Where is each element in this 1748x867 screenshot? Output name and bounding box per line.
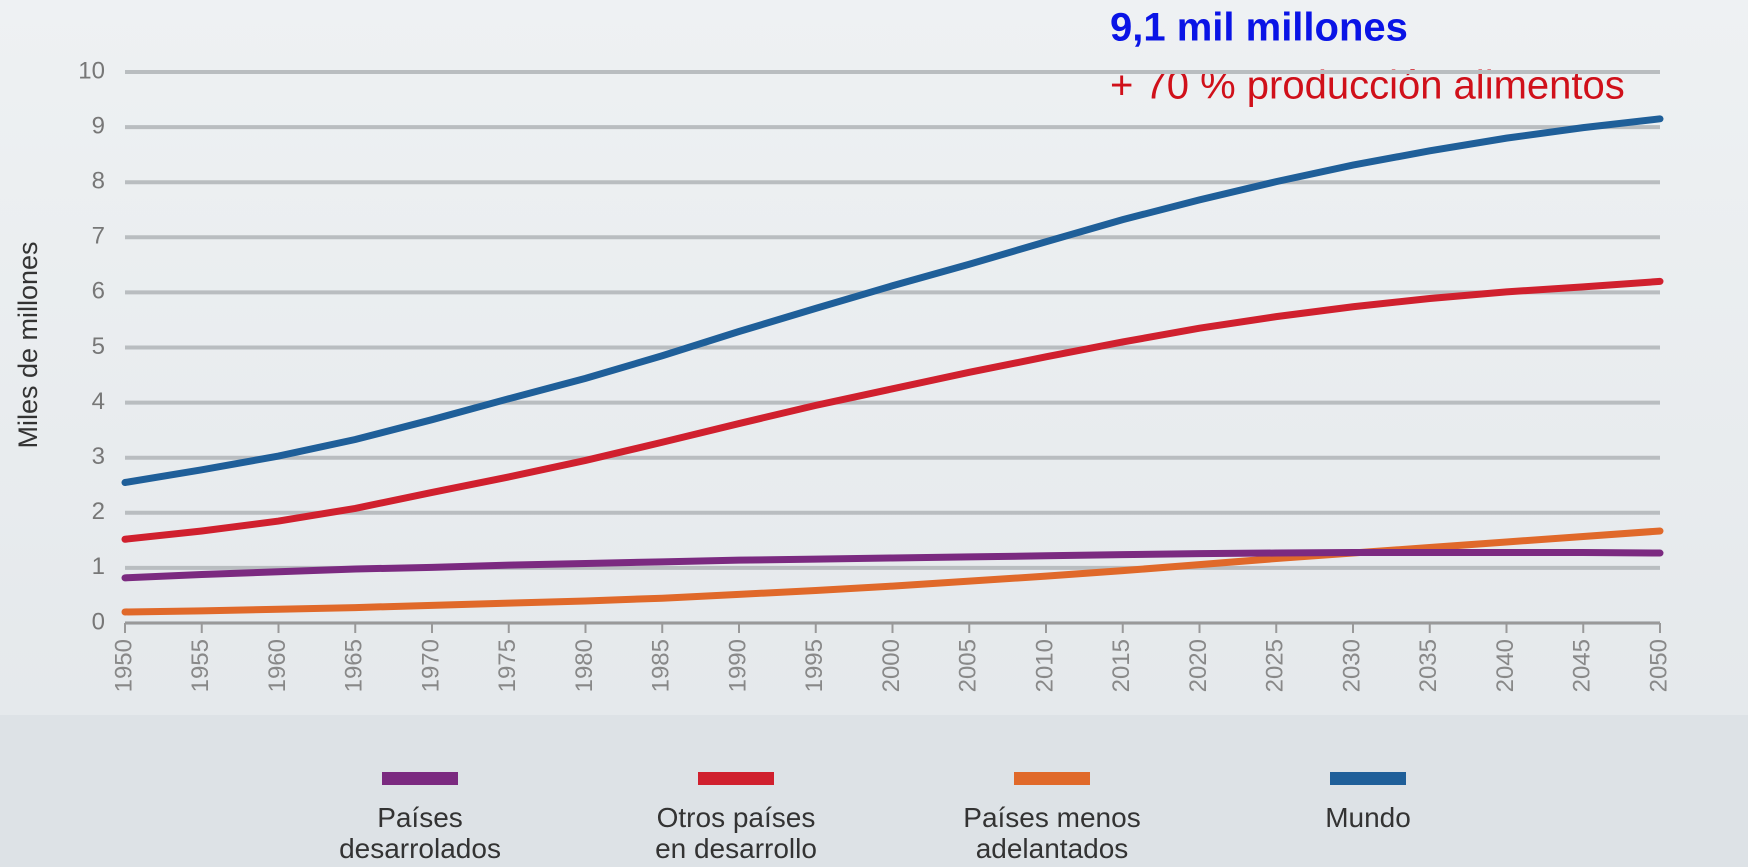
x-tick-label: 1985 xyxy=(648,639,675,692)
legend-swatch xyxy=(698,772,774,785)
x-tick-label: 2050 xyxy=(1645,639,1672,692)
x-tick-label: 2030 xyxy=(1338,639,1365,692)
line xyxy=(121,115,1664,486)
y-tick-label: 4 xyxy=(92,388,105,415)
y-tick-label: 6 xyxy=(92,278,105,305)
x-tick-label: 2015 xyxy=(1108,639,1135,692)
x-tick-label: 1960 xyxy=(264,639,291,692)
x-tick-label: 1980 xyxy=(571,639,598,692)
line xyxy=(121,548,1664,582)
legend-label: Países menos adelantados xyxy=(963,802,1141,864)
y-tick-label: 10 xyxy=(78,57,105,84)
legend-swatch xyxy=(1330,772,1406,785)
y-tick-label: 0 xyxy=(92,608,105,635)
legend-background xyxy=(0,715,1748,867)
legend-label: Mundo xyxy=(1325,802,1411,833)
legend-swatch xyxy=(382,772,458,785)
y-tick-label: 2 xyxy=(92,498,105,525)
legend-item: Países desarrolados xyxy=(339,802,501,864)
x-tick-label: 1975 xyxy=(494,639,521,692)
x-tick-label: 1970 xyxy=(417,639,444,692)
x-tick-label: 2045 xyxy=(1569,639,1596,692)
x-tick-label: 2005 xyxy=(955,639,982,692)
x-tick-label: 1990 xyxy=(724,639,751,692)
x-tick-label: 2000 xyxy=(878,639,905,692)
legend-swatch xyxy=(1014,772,1090,785)
y-axis-label: Miles de millones xyxy=(13,241,43,448)
y-tick-label: 8 xyxy=(92,168,105,195)
x-tick-label: 2040 xyxy=(1492,639,1519,692)
y-tick-label: 1 xyxy=(92,553,105,580)
y-tick-label: 3 xyxy=(92,443,105,470)
y-tick-label: 7 xyxy=(92,223,105,250)
legend-label: Países desarrolados xyxy=(339,802,501,864)
x-tick-label: 2025 xyxy=(1262,639,1289,692)
y-tick-label: 9 xyxy=(92,112,105,139)
x-tick-label: 2035 xyxy=(1415,639,1442,692)
annotation: 9,1 mil millones xyxy=(1110,6,1408,50)
x-tick-label: 1965 xyxy=(341,639,368,692)
legend-item: Mundo xyxy=(1325,802,1411,833)
legend-item: Países menos adelantados xyxy=(963,802,1141,864)
y-tick-label: 5 xyxy=(92,333,105,360)
line xyxy=(121,277,1664,543)
legend-item: Otros países en desarrollo xyxy=(655,802,817,864)
x-tick-label: 1950 xyxy=(110,639,137,692)
x-tick-label: 1955 xyxy=(187,639,214,692)
x-tick-label: 1995 xyxy=(801,639,828,692)
x-tick-label: 2010 xyxy=(1031,639,1058,692)
legend-label: Otros países en desarrollo xyxy=(655,802,817,864)
x-tick-label: 2020 xyxy=(1185,639,1212,692)
